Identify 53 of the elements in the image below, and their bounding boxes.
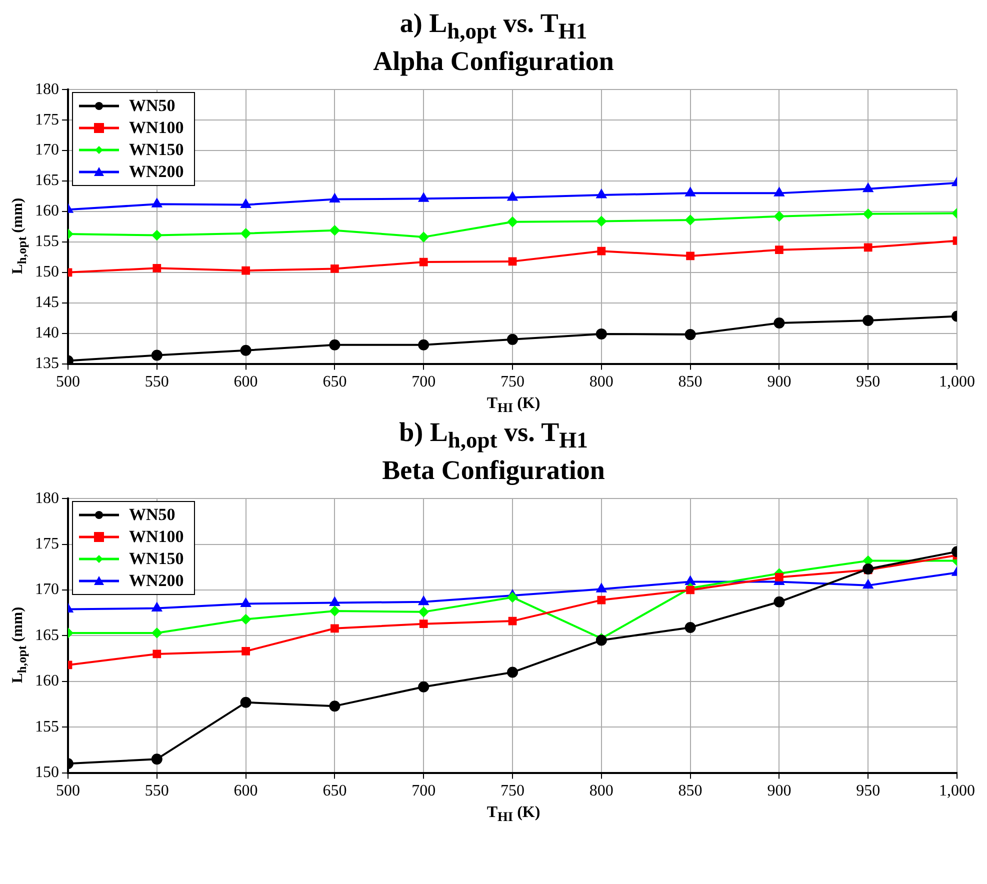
legend-label: WN150 xyxy=(129,138,184,161)
y-tick-label: 180 xyxy=(35,490,59,507)
chart-subtitle: Alpha Configuration xyxy=(372,46,615,78)
legend-label: WN100 xyxy=(129,116,184,139)
y-tick-label: 170 xyxy=(35,581,59,598)
x-tick-label: 550 xyxy=(144,782,169,800)
y-tick-label: 170 xyxy=(35,142,59,160)
x-tick-label: 750 xyxy=(500,374,524,391)
chart-title: b) L$_{h,opt}$ vs. T$_{H1}$ xyxy=(398,416,589,454)
y-tick-label: 150 xyxy=(35,264,59,281)
y-tick-label: 165 xyxy=(35,172,59,190)
x-tick-label: 550 xyxy=(144,374,169,391)
x-tick-label: 500 xyxy=(56,782,80,800)
x-tick-label: 500 xyxy=(56,374,80,391)
y-tick-label: 175 xyxy=(35,535,59,552)
legend-label: WN200 xyxy=(129,570,184,592)
y-tick-label: 165 xyxy=(35,626,59,644)
legend-label: WN50 xyxy=(129,504,176,526)
y-tick-label: 155 xyxy=(35,234,59,251)
y-tick-label: 160 xyxy=(35,672,59,690)
x-tick-label: 900 xyxy=(767,374,792,391)
x-tick-label: 700 xyxy=(412,374,436,391)
x-tick-label: 650 xyxy=(322,374,347,391)
chart-subtitle: Beta Configuration xyxy=(381,454,606,486)
legend-label: WN50 xyxy=(129,94,176,117)
chart-title: a) L$_{h,opt}$ vs. T$_{H1}$ xyxy=(398,8,588,46)
x-axis-title: T$_{HI}$ (K) xyxy=(486,804,542,826)
y-tick-label: 150 xyxy=(35,764,59,781)
legend-label: WN150 xyxy=(129,548,184,570)
x-tick-label: 1,000 xyxy=(939,782,975,800)
x-tick-label: 800 xyxy=(589,782,614,800)
x-tick-label: 750 xyxy=(500,782,524,800)
y-tick-label: 155 xyxy=(35,718,59,736)
y-tick-label: 135 xyxy=(35,355,59,372)
y-tick-label: 140 xyxy=(35,324,59,342)
legend-label: WN100 xyxy=(129,526,184,548)
x-tick-label: 950 xyxy=(856,782,880,800)
x-tick-label: 600 xyxy=(234,374,258,391)
y-tick-label: 160 xyxy=(35,203,59,220)
x-tick-label: 600 xyxy=(234,782,258,800)
x-tick-label: 850 xyxy=(678,374,702,391)
x-tick-label: 950 xyxy=(856,374,880,391)
x-tick-label: 900 xyxy=(767,782,792,800)
y-tick-label: 145 xyxy=(35,294,59,312)
x-tick-label: 700 xyxy=(412,782,436,800)
y-tick-label: 180 xyxy=(35,81,59,98)
y-tick-label: 175 xyxy=(35,112,59,129)
x-tick-label: 1,000 xyxy=(939,374,975,391)
x-axis-title: T$_{HI}$ (K) xyxy=(486,395,542,417)
x-tick-label: 800 xyxy=(589,374,614,391)
x-tick-label: 850 xyxy=(678,782,702,800)
legend-label: WN200 xyxy=(129,160,184,183)
x-tick-label: 650 xyxy=(322,782,347,800)
